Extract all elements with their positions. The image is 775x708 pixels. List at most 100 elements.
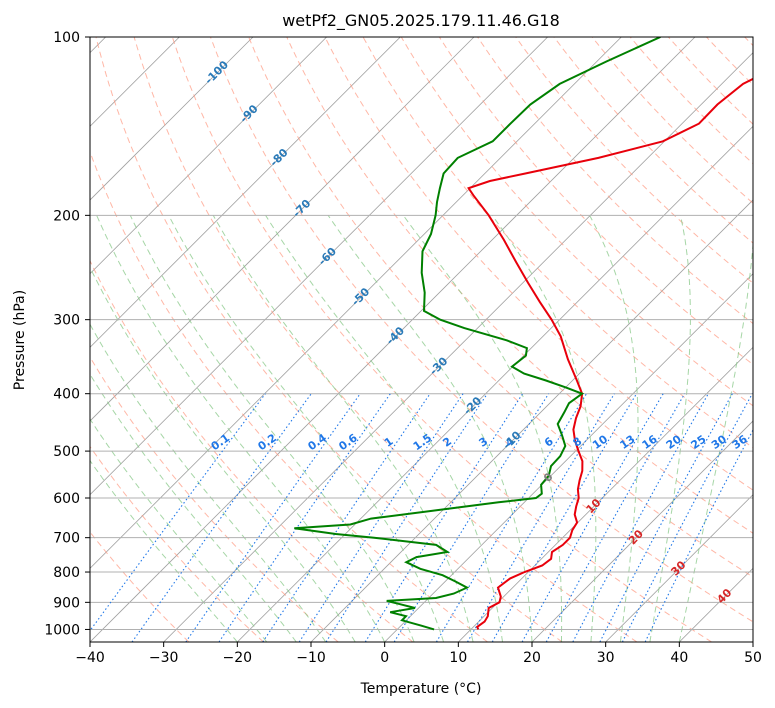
mixing-ratio-line bbox=[572, 393, 709, 642]
mixing-ratio-line bbox=[467, 393, 615, 642]
isotherm-label: -50 bbox=[349, 285, 372, 308]
mixing-ratio-line bbox=[262, 393, 431, 642]
isotherm-label: -80 bbox=[267, 146, 290, 169]
x-axis: −40 −30 −20 −10 0 10 20 30 40 50 bbox=[75, 642, 762, 666]
mixing-ratio-label: 10 bbox=[590, 432, 610, 452]
mixing-ratio-line bbox=[325, 393, 488, 642]
chart-title: wetPf2_GN05.2025.179.11.46.G18 bbox=[282, 11, 560, 31]
dry-adiabat-line bbox=[248, 37, 753, 578]
isotherm-line bbox=[531, 420, 753, 642]
mixing-ratio-line bbox=[393, 393, 550, 642]
y-tick-label: 1000 bbox=[44, 622, 80, 638]
isotherm-label: 20 bbox=[626, 527, 646, 547]
mixing-ratio-label: 16 bbox=[640, 432, 660, 452]
dry-adiabat-line bbox=[90, 150, 488, 642]
mixing-ratio-label: 1.5 bbox=[411, 431, 434, 453]
dry-adiabat-line bbox=[90, 259, 414, 642]
isotherm-label: -70 bbox=[290, 197, 313, 220]
dry-adiabat-line bbox=[515, 37, 753, 284]
isotherm-line bbox=[384, 273, 753, 642]
y-tick-label: 100 bbox=[53, 30, 80, 46]
isotherm-line bbox=[237, 125, 753, 642]
isotherm-label: 30 bbox=[669, 558, 689, 578]
x-tick-label: 40 bbox=[670, 650, 688, 666]
moist-adiabat-line bbox=[589, 215, 639, 642]
y-tick-label: 200 bbox=[53, 208, 80, 224]
mixing-ratio-line bbox=[90, 393, 266, 632]
x-tick-label: 0 bbox=[380, 650, 389, 666]
x-tick-label: 20 bbox=[523, 650, 541, 666]
moist-adiabat-line bbox=[402, 215, 563, 642]
dry-adiabat-line bbox=[90, 356, 339, 642]
isotherm-line bbox=[90, 37, 622, 569]
isotherm-label: -60 bbox=[316, 245, 339, 268]
dry-adiabat-line bbox=[95, 37, 563, 642]
y-tick-label: 900 bbox=[53, 595, 80, 611]
moist-adiabat-line bbox=[90, 459, 238, 642]
y-tick-label: 300 bbox=[53, 313, 80, 329]
moist-adiabat-line bbox=[327, 215, 533, 642]
moist-adiabat-line bbox=[90, 323, 327, 642]
x-tick-label: 30 bbox=[597, 650, 615, 666]
isotherm-label: 10 bbox=[584, 496, 604, 516]
mixing-ratio-line bbox=[218, 393, 391, 642]
isotherm-line bbox=[90, 37, 548, 496]
mixing-ratio-label: 0.1 bbox=[209, 431, 232, 453]
dry-adiabat-line bbox=[90, 445, 264, 642]
temperature-line bbox=[467, 77, 753, 630]
y-tick-label: 800 bbox=[53, 565, 80, 581]
moist-adiabat-line bbox=[96, 215, 386, 642]
mixing-ratio-line bbox=[298, 393, 464, 642]
dry-adiabat-line bbox=[629, 37, 753, 165]
dry-adiabat-line bbox=[591, 37, 753, 204]
moist-adiabat-line bbox=[129, 215, 415, 642]
y-axis: 100 200 300 400 500 600 700 800 900 1000 bbox=[44, 30, 90, 638]
isotherm-label: -10 bbox=[500, 428, 523, 451]
mixing-ratio-label: 6 bbox=[542, 435, 556, 450]
dry-adiabat-line bbox=[133, 37, 638, 642]
moist-adiabat-line bbox=[678, 238, 753, 642]
mixing-ratio-line bbox=[644, 428, 753, 642]
mixing-ratio-line bbox=[521, 393, 664, 642]
mixing-ratio-label: 1 bbox=[382, 435, 396, 450]
isotherm-line bbox=[163, 52, 753, 642]
dry-adiabat-line bbox=[744, 37, 753, 47]
moist-adiabat-line bbox=[90, 418, 268, 642]
moist-adiabat-line bbox=[491, 215, 597, 642]
isotherm-line bbox=[90, 37, 475, 422]
mixing-ratio-label: 13 bbox=[617, 433, 637, 452]
isotherm-line bbox=[310, 199, 753, 642]
dry-adiabat-line bbox=[362, 37, 753, 449]
isotherm-label: 40 bbox=[714, 586, 734, 606]
isotherm-line bbox=[458, 346, 753, 642]
mixing-ratio-label: 36 bbox=[730, 432, 750, 452]
moist-adiabat-line bbox=[212, 215, 474, 642]
y-tick-label: 500 bbox=[53, 444, 80, 460]
mixing-ratio-label: 0.2 bbox=[256, 431, 279, 453]
mixing-ratio-line bbox=[545, 393, 686, 642]
isotherm-line bbox=[90, 37, 401, 348]
mixing-ratio-label: 8 bbox=[571, 435, 585, 450]
x-tick-label: −20 bbox=[223, 650, 253, 666]
dewpoint-line bbox=[294, 37, 661, 631]
dry-adiabat-line bbox=[400, 37, 753, 407]
isotherm-label: -30 bbox=[427, 354, 450, 377]
isotherm-label: -90 bbox=[237, 102, 260, 125]
y-tick-label: 400 bbox=[53, 387, 80, 403]
dry-adiabat-line bbox=[438, 37, 753, 366]
background-lines bbox=[90, 37, 753, 642]
moist-adiabat-line bbox=[90, 373, 297, 642]
isotherm-label: -100 bbox=[202, 58, 231, 87]
x-tick-label: 50 bbox=[744, 650, 762, 666]
mixing-ratio-line bbox=[131, 393, 312, 642]
sounding-series bbox=[294, 37, 753, 631]
pressure-gridlines bbox=[90, 37, 753, 630]
dry-adiabat-line bbox=[324, 37, 753, 491]
isotherm-line bbox=[90, 37, 327, 275]
isotherm-label: -20 bbox=[461, 394, 484, 417]
dry-adiabat-line bbox=[553, 37, 753, 244]
mixing-ratio-line bbox=[491, 393, 637, 642]
moist-adiabat-line bbox=[265, 215, 503, 642]
y-axis-label: Pressure (hPa) bbox=[12, 290, 28, 390]
